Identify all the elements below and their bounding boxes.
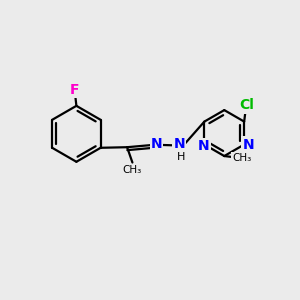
Text: N: N [198, 139, 210, 153]
Text: CH₃: CH₃ [232, 152, 252, 163]
Text: N: N [173, 137, 185, 151]
Text: N: N [151, 137, 162, 151]
Text: H: H [177, 152, 185, 162]
Text: CH₃: CH₃ [123, 165, 142, 175]
Text: Cl: Cl [240, 98, 255, 112]
Text: F: F [70, 82, 80, 97]
Text: N: N [242, 138, 254, 152]
